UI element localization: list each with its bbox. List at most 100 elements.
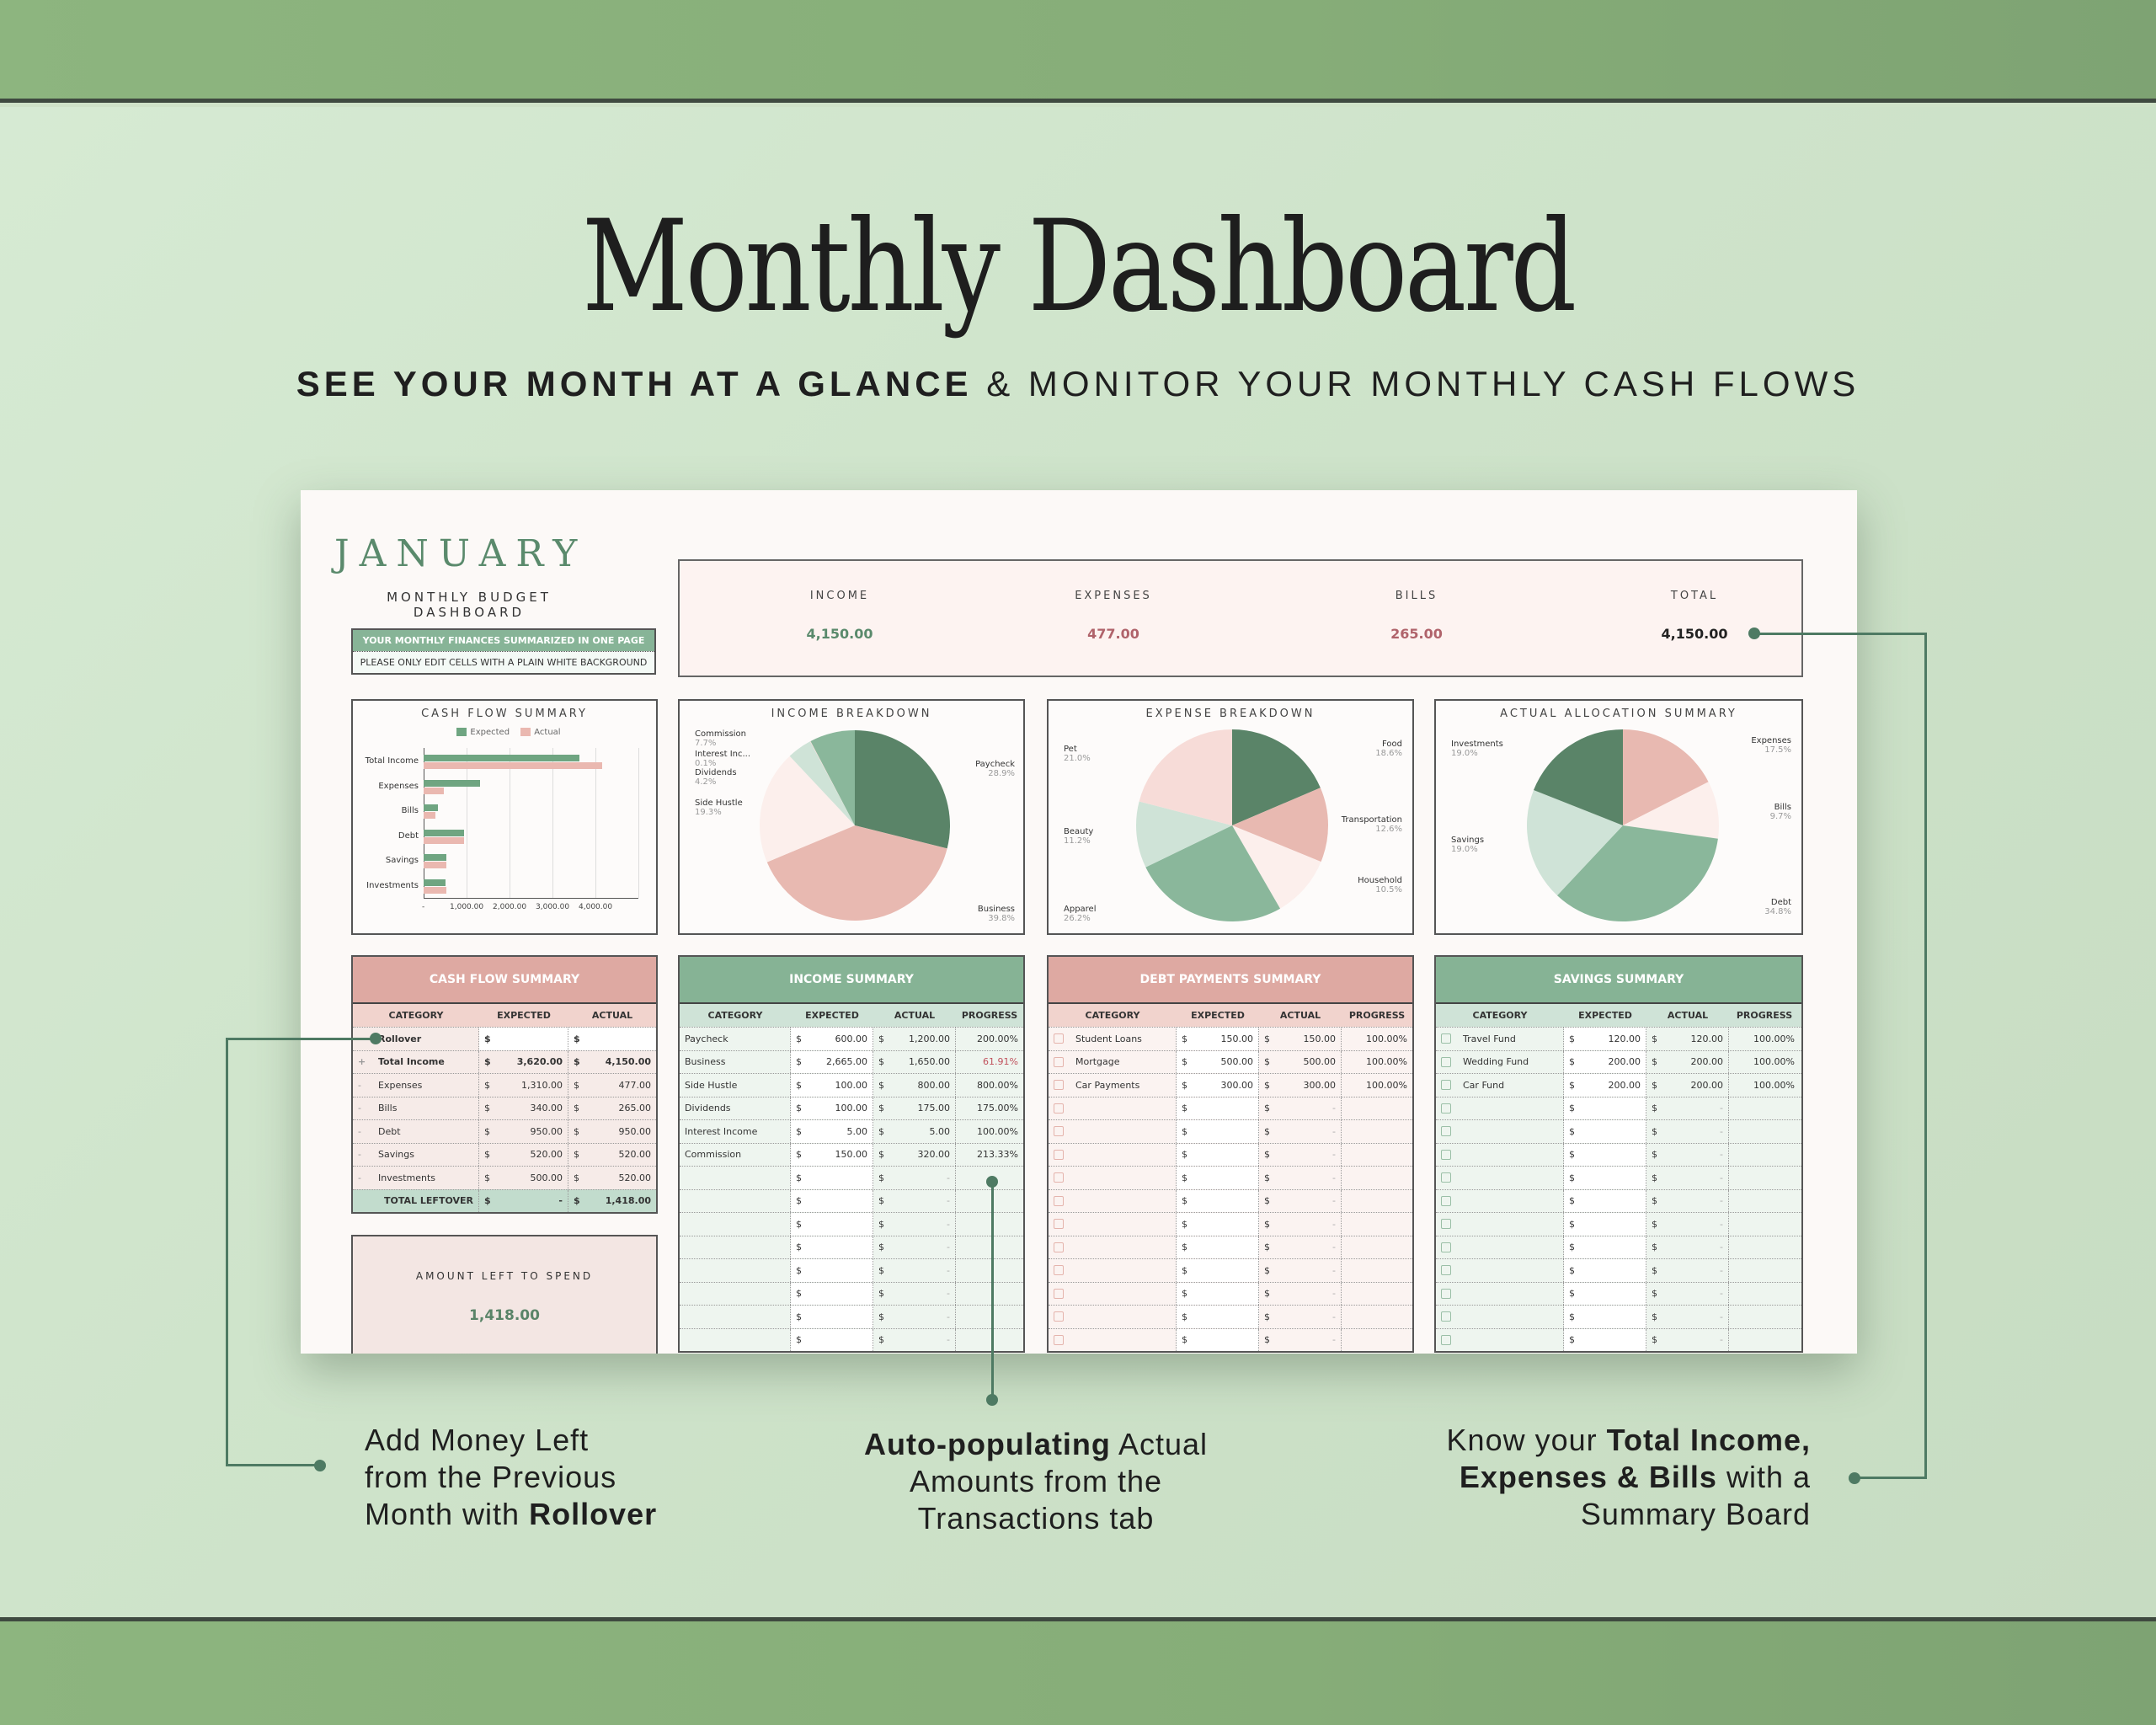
expected-cell[interactable]: $	[1564, 1236, 1646, 1258]
category-cell[interactable]	[1436, 1236, 1564, 1258]
category-cell[interactable]	[680, 1328, 791, 1351]
category-cell[interactable]: Commission	[680, 1143, 791, 1166]
category-cell[interactable]	[680, 1236, 791, 1258]
category-cell[interactable]	[1049, 1097, 1177, 1119]
category-cell[interactable]	[1436, 1213, 1564, 1236]
expected-cell[interactable]: $	[791, 1189, 873, 1212]
expected-cell[interactable]: $	[1177, 1097, 1259, 1119]
category-cell[interactable]	[1436, 1120, 1564, 1143]
expected-cell[interactable]: $	[791, 1328, 873, 1351]
expected-cell[interactable]: $	[1177, 1120, 1259, 1143]
checkbox[interactable]	[1441, 1056, 1451, 1067]
checkbox[interactable]	[1441, 1265, 1451, 1276]
category-cell[interactable]	[680, 1282, 791, 1305]
expected-cell[interactable]: $	[1564, 1120, 1646, 1143]
category-cell[interactable]	[1049, 1282, 1177, 1305]
expected-cell[interactable]: $200.00	[1564, 1074, 1646, 1097]
category-cell[interactable]	[680, 1213, 791, 1236]
category-cell[interactable]: Travel Fund	[1436, 1028, 1564, 1050]
expected-cell[interactable]: $	[1177, 1143, 1259, 1166]
expected-cell[interactable]: $	[1177, 1236, 1259, 1258]
expected-cell[interactable]: $	[479, 1028, 568, 1050]
checkbox[interactable]	[1441, 1311, 1451, 1322]
expected-cell[interactable]: $2,665.00	[791, 1050, 873, 1073]
category-cell[interactable]	[680, 1306, 791, 1328]
checkbox[interactable]	[1441, 1103, 1451, 1114]
expected-cell[interactable]: $	[791, 1213, 873, 1236]
expected-cell[interactable]: $	[1177, 1259, 1259, 1282]
expected-cell[interactable]: $5.00	[791, 1120, 873, 1143]
category-cell[interactable]: Paycheck	[680, 1028, 791, 1050]
checkbox[interactable]	[1054, 1219, 1064, 1230]
checkbox[interactable]	[1054, 1126, 1064, 1137]
category-cell[interactable]	[1049, 1236, 1177, 1258]
expected-cell[interactable]: $300.00	[1177, 1074, 1259, 1097]
category-cell[interactable]	[1436, 1167, 1564, 1189]
expected-cell[interactable]: $200.00	[1564, 1050, 1646, 1073]
category-cell[interactable]	[1049, 1328, 1177, 1351]
expected-cell[interactable]: $120.00	[1564, 1028, 1646, 1050]
expected-cell[interactable]: $	[791, 1259, 873, 1282]
category-cell[interactable]	[1049, 1143, 1177, 1166]
category-cell[interactable]	[1436, 1143, 1564, 1166]
category-cell[interactable]	[1049, 1189, 1177, 1212]
category-cell[interactable]: Side Hustle	[680, 1074, 791, 1097]
checkbox[interactable]	[1054, 1242, 1064, 1252]
expected-cell[interactable]: $	[1177, 1328, 1259, 1351]
category-cell[interactable]	[1436, 1097, 1564, 1119]
expected-cell[interactable]: $100.00	[791, 1097, 873, 1119]
checkbox[interactable]	[1054, 1056, 1064, 1067]
checkbox[interactable]	[1054, 1195, 1064, 1206]
checkbox[interactable]	[1054, 1265, 1064, 1276]
category-cell[interactable]: Car Fund	[1436, 1074, 1564, 1097]
category-cell[interactable]	[1436, 1328, 1564, 1351]
expected-cell[interactable]: $	[1177, 1282, 1259, 1305]
expected-cell[interactable]: $	[1564, 1097, 1646, 1119]
checkbox[interactable]	[1441, 1149, 1451, 1160]
checkbox[interactable]	[1054, 1172, 1064, 1183]
checkbox[interactable]	[1054, 1080, 1064, 1091]
expected-cell[interactable]: $	[791, 1306, 873, 1328]
category-cell[interactable]: Interest Income	[680, 1120, 791, 1143]
category-cell[interactable]	[680, 1259, 791, 1282]
expected-cell[interactable]: $	[1564, 1306, 1646, 1328]
category-cell[interactable]	[1049, 1306, 1177, 1328]
checkbox[interactable]	[1441, 1080, 1451, 1091]
category-cell[interactable]: Dividends	[680, 1097, 791, 1119]
checkbox[interactable]	[1054, 1334, 1064, 1345]
expected-cell[interactable]: $	[1564, 1282, 1646, 1305]
expected-cell[interactable]: $600.00	[791, 1028, 873, 1050]
expected-cell[interactable]: $500.00	[1177, 1050, 1259, 1073]
actual-cell[interactable]: $	[568, 1028, 656, 1050]
category-cell[interactable]: Mortgage	[1049, 1050, 1177, 1073]
expected-cell[interactable]: $	[1177, 1306, 1259, 1328]
checkbox[interactable]	[1441, 1172, 1451, 1183]
expected-cell[interactable]: $	[1564, 1189, 1646, 1212]
expected-cell[interactable]: $	[1564, 1167, 1646, 1189]
expected-cell[interactable]: $150.00	[1177, 1028, 1259, 1050]
category-cell[interactable]	[1436, 1189, 1564, 1212]
expected-cell[interactable]: $	[1564, 1143, 1646, 1166]
category-cell[interactable]	[1436, 1259, 1564, 1282]
checkbox[interactable]	[1054, 1103, 1064, 1114]
checkbox[interactable]	[1441, 1334, 1451, 1345]
checkbox[interactable]	[1441, 1288, 1451, 1299]
expected-cell[interactable]: $	[1177, 1189, 1259, 1212]
category-cell[interactable]: Car Payments	[1049, 1074, 1177, 1097]
expected-cell[interactable]: $	[1564, 1213, 1646, 1236]
category-cell[interactable]: Student Loans	[1049, 1028, 1177, 1050]
checkbox[interactable]	[1054, 1311, 1064, 1322]
expected-cell[interactable]: $100.00	[791, 1074, 873, 1097]
expected-cell[interactable]: $	[1564, 1328, 1646, 1351]
checkbox[interactable]	[1441, 1242, 1451, 1252]
category-cell[interactable]	[1436, 1282, 1564, 1305]
category-cell[interactable]: Wedding Fund	[1436, 1050, 1564, 1073]
category-cell[interactable]	[1049, 1167, 1177, 1189]
category-cell[interactable]: Business	[680, 1050, 791, 1073]
expected-cell[interactable]: $150.00	[791, 1143, 873, 1166]
category-cell[interactable]	[680, 1167, 791, 1189]
category-cell[interactable]	[1049, 1259, 1177, 1282]
checkbox[interactable]	[1054, 1149, 1064, 1160]
expected-cell[interactable]: $	[791, 1282, 873, 1305]
category-cell[interactable]	[1436, 1306, 1564, 1328]
